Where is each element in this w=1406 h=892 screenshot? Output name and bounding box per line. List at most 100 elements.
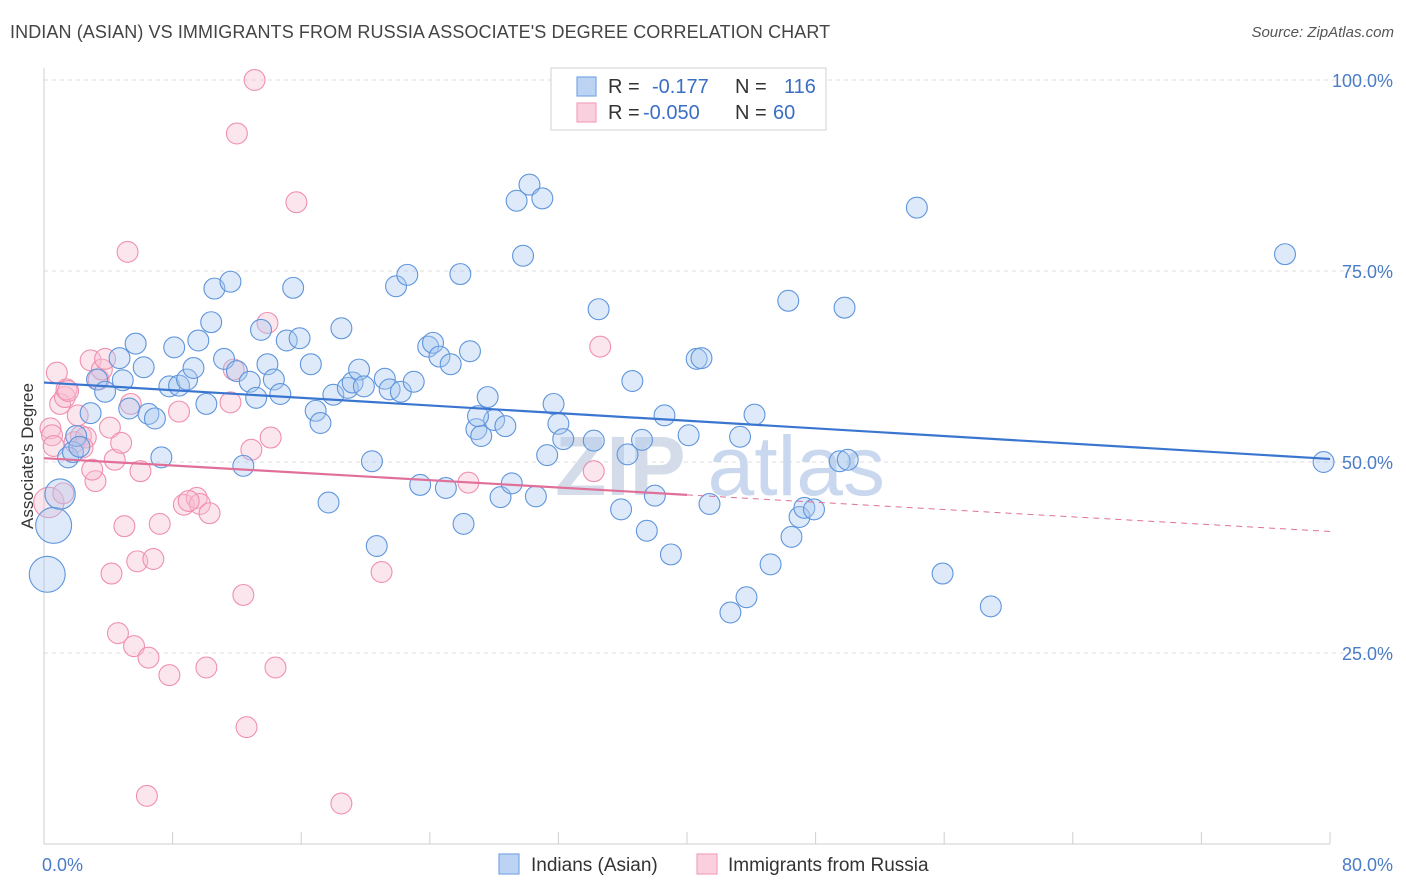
indian-point bbox=[378, 378, 401, 401]
russia-point bbox=[129, 460, 152, 483]
russia-point bbox=[148, 512, 171, 535]
russia-point bbox=[259, 426, 282, 449]
axes bbox=[43, 68, 1331, 845]
indian-point bbox=[373, 367, 396, 390]
source-label: Source: ZipAtlas.com bbox=[1251, 24, 1394, 41]
indian-point bbox=[439, 353, 462, 376]
russia-point bbox=[198, 502, 221, 525]
russia-point bbox=[33, 486, 65, 519]
legend-box bbox=[550, 67, 827, 131]
russia-point bbox=[158, 664, 181, 687]
indian-point bbox=[282, 276, 305, 299]
russia-point bbox=[113, 515, 136, 538]
indian-point bbox=[219, 270, 242, 293]
indian-point bbox=[143, 407, 166, 430]
indian-point bbox=[803, 498, 825, 521]
indian-point bbox=[536, 444, 559, 467]
indian-point bbox=[176, 368, 199, 391]
russia-point bbox=[110, 431, 133, 454]
indian-point bbox=[518, 173, 541, 196]
indian-point bbox=[68, 435, 91, 458]
indian-point bbox=[365, 535, 388, 558]
indian-point bbox=[232, 454, 255, 477]
indian-point bbox=[245, 386, 268, 409]
legend-n-label-1: N = bbox=[735, 76, 767, 98]
trend-line-russia bbox=[43, 457, 688, 496]
russia-point bbox=[135, 784, 158, 807]
indian-point bbox=[124, 332, 147, 355]
legend-r-label-2: R = bbox=[608, 102, 640, 124]
indian-point bbox=[836, 448, 859, 471]
indian-point bbox=[630, 428, 653, 451]
indian-point bbox=[163, 336, 186, 359]
indian-point bbox=[494, 415, 517, 438]
indian-point bbox=[512, 244, 535, 267]
indian-point bbox=[729, 425, 752, 448]
indian-point bbox=[111, 369, 134, 392]
indian-point bbox=[150, 446, 173, 469]
russia-point bbox=[81, 458, 104, 481]
indian-point bbox=[828, 450, 851, 473]
indian-point bbox=[743, 403, 766, 426]
indian-point bbox=[698, 493, 721, 516]
top-legend: R = -0.177 N = 116 R = -0.050 N = 60 bbox=[550, 67, 827, 131]
indian-point bbox=[262, 368, 285, 391]
y-tick-label-3: 100.0% bbox=[1332, 71, 1393, 91]
russia-point bbox=[225, 122, 248, 145]
indian-point bbox=[931, 562, 954, 585]
indian-point bbox=[182, 357, 205, 380]
russia-point bbox=[103, 448, 126, 471]
russia-point bbox=[256, 311, 279, 334]
indian-point bbox=[582, 429, 605, 452]
russia-point bbox=[243, 69, 266, 91]
russia-point bbox=[285, 191, 308, 214]
series-indians-asian bbox=[28, 173, 1335, 624]
indian-point bbox=[690, 347, 713, 370]
indian-point bbox=[643, 484, 666, 507]
bottom-legend-label-blue: Indians (Asian) bbox=[531, 855, 658, 876]
indian-point bbox=[635, 519, 658, 542]
indian-point bbox=[653, 404, 676, 427]
indian-point bbox=[299, 353, 322, 376]
indian-point bbox=[793, 496, 816, 519]
indian-point bbox=[28, 555, 66, 593]
legend-r-value-1: -0.177 bbox=[652, 76, 709, 98]
indian-point bbox=[449, 263, 472, 286]
indian-point bbox=[108, 347, 131, 370]
indian-point bbox=[677, 424, 700, 447]
indian-point bbox=[288, 327, 311, 350]
indian-point bbox=[360, 450, 383, 473]
y-tick-label-2: 75.0% bbox=[1342, 262, 1393, 282]
x-tick-label-1: 80.0% bbox=[1342, 855, 1393, 875]
russia-point bbox=[39, 417, 62, 440]
bottom-legend-swatch-pink bbox=[696, 853, 718, 875]
indian-point bbox=[476, 386, 499, 409]
indian-point bbox=[524, 485, 547, 508]
indian-point bbox=[467, 405, 490, 428]
watermark-zip: ZIP bbox=[555, 419, 684, 513]
indian-point bbox=[309, 412, 332, 435]
russia-point bbox=[330, 792, 353, 815]
indian-point bbox=[35, 506, 73, 544]
russia-point bbox=[53, 386, 76, 409]
russia-point bbox=[370, 561, 393, 584]
indian-point bbox=[452, 512, 475, 535]
y-axis-label: Associate's Degree bbox=[18, 383, 37, 529]
indian-point bbox=[759, 553, 782, 576]
russia-point bbox=[126, 550, 149, 573]
russia-point bbox=[235, 716, 258, 739]
indian-point bbox=[979, 595, 1002, 618]
indian-point bbox=[531, 187, 554, 210]
indian-point bbox=[132, 356, 155, 379]
indian-point bbox=[735, 586, 758, 609]
indian-point bbox=[1312, 451, 1335, 473]
indian-point bbox=[458, 340, 481, 363]
russia-point bbox=[232, 583, 255, 606]
y-tick-label-1: 50.0% bbox=[1342, 453, 1393, 473]
trend-line-russia-extension bbox=[686, 494, 1331, 533]
indian-point bbox=[434, 476, 457, 499]
russia-point bbox=[106, 622, 129, 645]
trend-lines bbox=[43, 381, 1331, 533]
russia-point bbox=[177, 489, 200, 512]
